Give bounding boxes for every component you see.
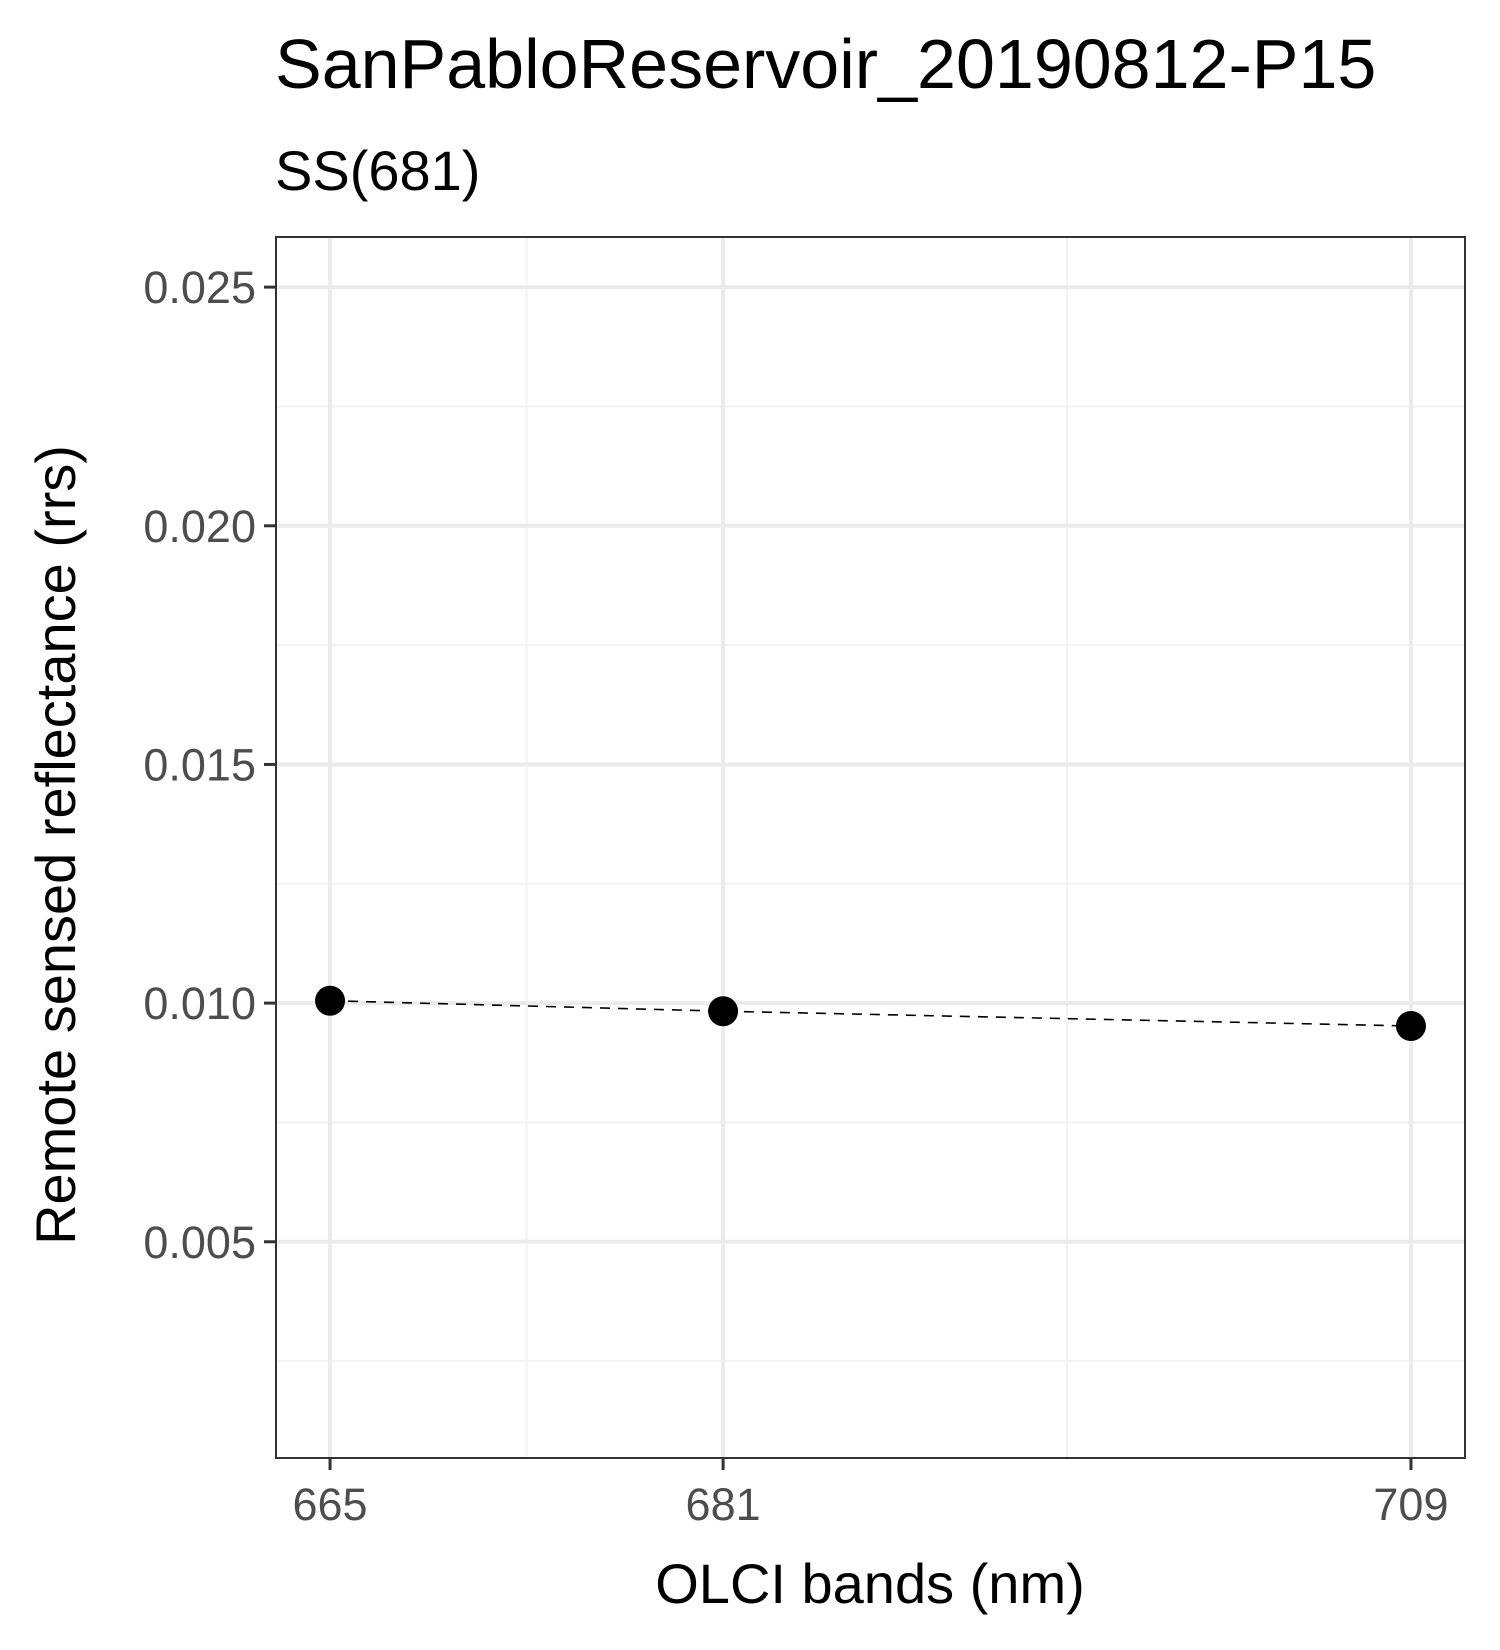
x-axis-ticks: 665 681 709: [292, 1458, 1449, 1530]
data-point: [708, 996, 739, 1027]
y-tick-label: 0.025: [143, 262, 256, 313]
major-grid: [276, 237, 1465, 1458]
y-tick-label: 0.010: [143, 978, 256, 1029]
chart-title: SanPabloReservoir_20190812-P15: [275, 25, 1376, 103]
y-tick-label: 0.005: [143, 1217, 256, 1268]
chart-subtitle: SS(681): [275, 139, 480, 202]
x-axis-title: OLCI bands (nm): [655, 1552, 1085, 1615]
y-axis-ticks: 0.005 0.010 0.015 0.020 0.025: [143, 262, 276, 1268]
y-tick-label: 0.015: [143, 739, 256, 790]
x-tick-label: 709: [1373, 1479, 1448, 1530]
y-tick-label: 0.020: [143, 501, 256, 552]
panel-border: [275, 236, 1466, 1459]
data-point: [315, 985, 346, 1016]
data-point: [1395, 1011, 1426, 1042]
x-tick-label: 681: [686, 1479, 761, 1530]
y-axis-title: Remote sensed reflectance (rrs): [24, 445, 87, 1245]
series-line: [330, 999, 1411, 1027]
minor-grid: [276, 237, 1465, 1458]
x-tick-label: 665: [292, 1479, 367, 1530]
series-layer: [315, 985, 1426, 1042]
